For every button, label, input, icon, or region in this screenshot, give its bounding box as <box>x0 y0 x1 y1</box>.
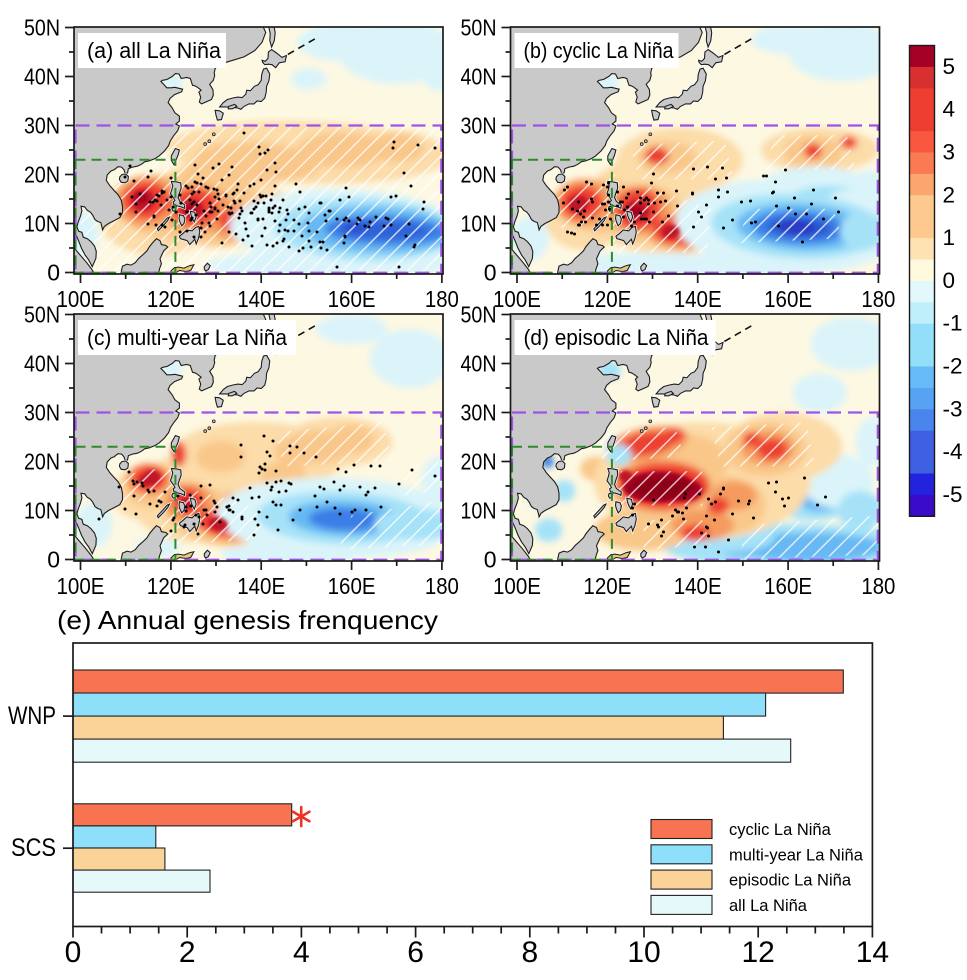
svg-text:2: 2 <box>179 936 196 969</box>
svg-text:10: 10 <box>627 936 660 969</box>
svg-text:WNP: WNP <box>8 702 56 730</box>
svg-text:all La Niña: all La Niña <box>729 897 808 915</box>
svg-text:100E: 100E <box>493 286 541 312</box>
svg-text:160E: 160E <box>764 573 812 599</box>
svg-text:12: 12 <box>742 936 775 969</box>
svg-text:0: 0 <box>47 547 60 573</box>
svg-text:140E: 140E <box>237 573 285 599</box>
svg-text:160E: 160E <box>328 286 376 312</box>
svg-text:40N: 40N <box>24 64 60 90</box>
svg-text:0: 0 <box>65 936 82 969</box>
svg-text:180: 180 <box>425 286 459 312</box>
svg-text:50N: 50N <box>24 302 60 328</box>
svg-text:0: 0 <box>484 547 497 573</box>
svg-text:30N: 30N <box>461 113 497 139</box>
svg-text:8: 8 <box>521 936 538 969</box>
svg-text:50N: 50N <box>461 15 497 41</box>
svg-text:3: 3 <box>943 140 956 165</box>
svg-text:4: 4 <box>293 936 310 969</box>
svg-text:10N: 10N <box>24 211 60 237</box>
svg-text:40N: 40N <box>24 351 60 377</box>
svg-text:20N: 20N <box>24 162 60 188</box>
svg-text:50N: 50N <box>461 302 497 328</box>
svg-text:30N: 30N <box>461 400 497 426</box>
svg-text:(b) cyclic La Niña: (b) cyclic La Niña <box>524 38 675 63</box>
svg-text:10N: 10N <box>461 211 497 237</box>
svg-text:10N: 10N <box>24 498 60 524</box>
svg-text:(a) all La Niña: (a) all La Niña <box>87 38 222 63</box>
svg-text:-1: -1 <box>943 311 963 336</box>
svg-text:180: 180 <box>861 573 895 599</box>
svg-text:0: 0 <box>47 260 60 286</box>
svg-text:(e) Annual genesis frenquency: (e) Annual genesis frenquency <box>57 605 438 635</box>
svg-text:(d) episodic La Niña: (d) episodic La Niña <box>524 325 710 350</box>
svg-text:cyclic La Niña: cyclic La Niña <box>729 821 832 839</box>
svg-text:120E: 120E <box>583 573 631 599</box>
svg-text:14: 14 <box>856 936 889 969</box>
svg-text:180: 180 <box>425 573 459 599</box>
svg-text:0: 0 <box>484 260 497 286</box>
svg-text:120E: 120E <box>583 286 631 312</box>
svg-text:30N: 30N <box>24 113 60 139</box>
svg-text:140E: 140E <box>674 286 722 312</box>
svg-text:160E: 160E <box>764 286 812 312</box>
svg-text:30N: 30N <box>24 400 60 426</box>
svg-text:180: 180 <box>861 286 895 312</box>
svg-text:1: 1 <box>943 225 956 250</box>
svg-text:episodic La Niña: episodic La Niña <box>729 872 852 890</box>
svg-text:120E: 120E <box>147 286 195 312</box>
svg-text:120E: 120E <box>147 573 195 599</box>
svg-text:140E: 140E <box>237 286 285 312</box>
svg-text:2: 2 <box>943 182 956 207</box>
svg-text:100E: 100E <box>493 573 541 599</box>
svg-text:-2: -2 <box>943 354 963 379</box>
svg-text:multi-year La Niña: multi-year La Niña <box>729 846 864 864</box>
svg-text:(c) multi-year La Niña: (c) multi-year La Niña <box>87 325 288 350</box>
svg-text:40N: 40N <box>461 64 497 90</box>
svg-text:140E: 140E <box>674 573 722 599</box>
svg-text:20N: 20N <box>24 449 60 475</box>
svg-text:100E: 100E <box>57 573 105 599</box>
svg-text:20N: 20N <box>461 162 497 188</box>
svg-text:20N: 20N <box>461 449 497 475</box>
svg-text:4: 4 <box>943 97 956 122</box>
svg-text:5: 5 <box>943 54 956 79</box>
svg-text:50N: 50N <box>24 15 60 41</box>
svg-text:10N: 10N <box>461 498 497 524</box>
svg-text:40N: 40N <box>461 351 497 377</box>
svg-text:-5: -5 <box>943 482 963 507</box>
svg-text:160E: 160E <box>328 573 376 599</box>
svg-text:-3: -3 <box>943 396 963 421</box>
svg-text:SCS: SCS <box>11 834 56 862</box>
svg-text:-4: -4 <box>943 439 963 464</box>
svg-text:0: 0 <box>943 268 956 293</box>
svg-text:6: 6 <box>407 936 424 969</box>
svg-text:100E: 100E <box>57 286 105 312</box>
